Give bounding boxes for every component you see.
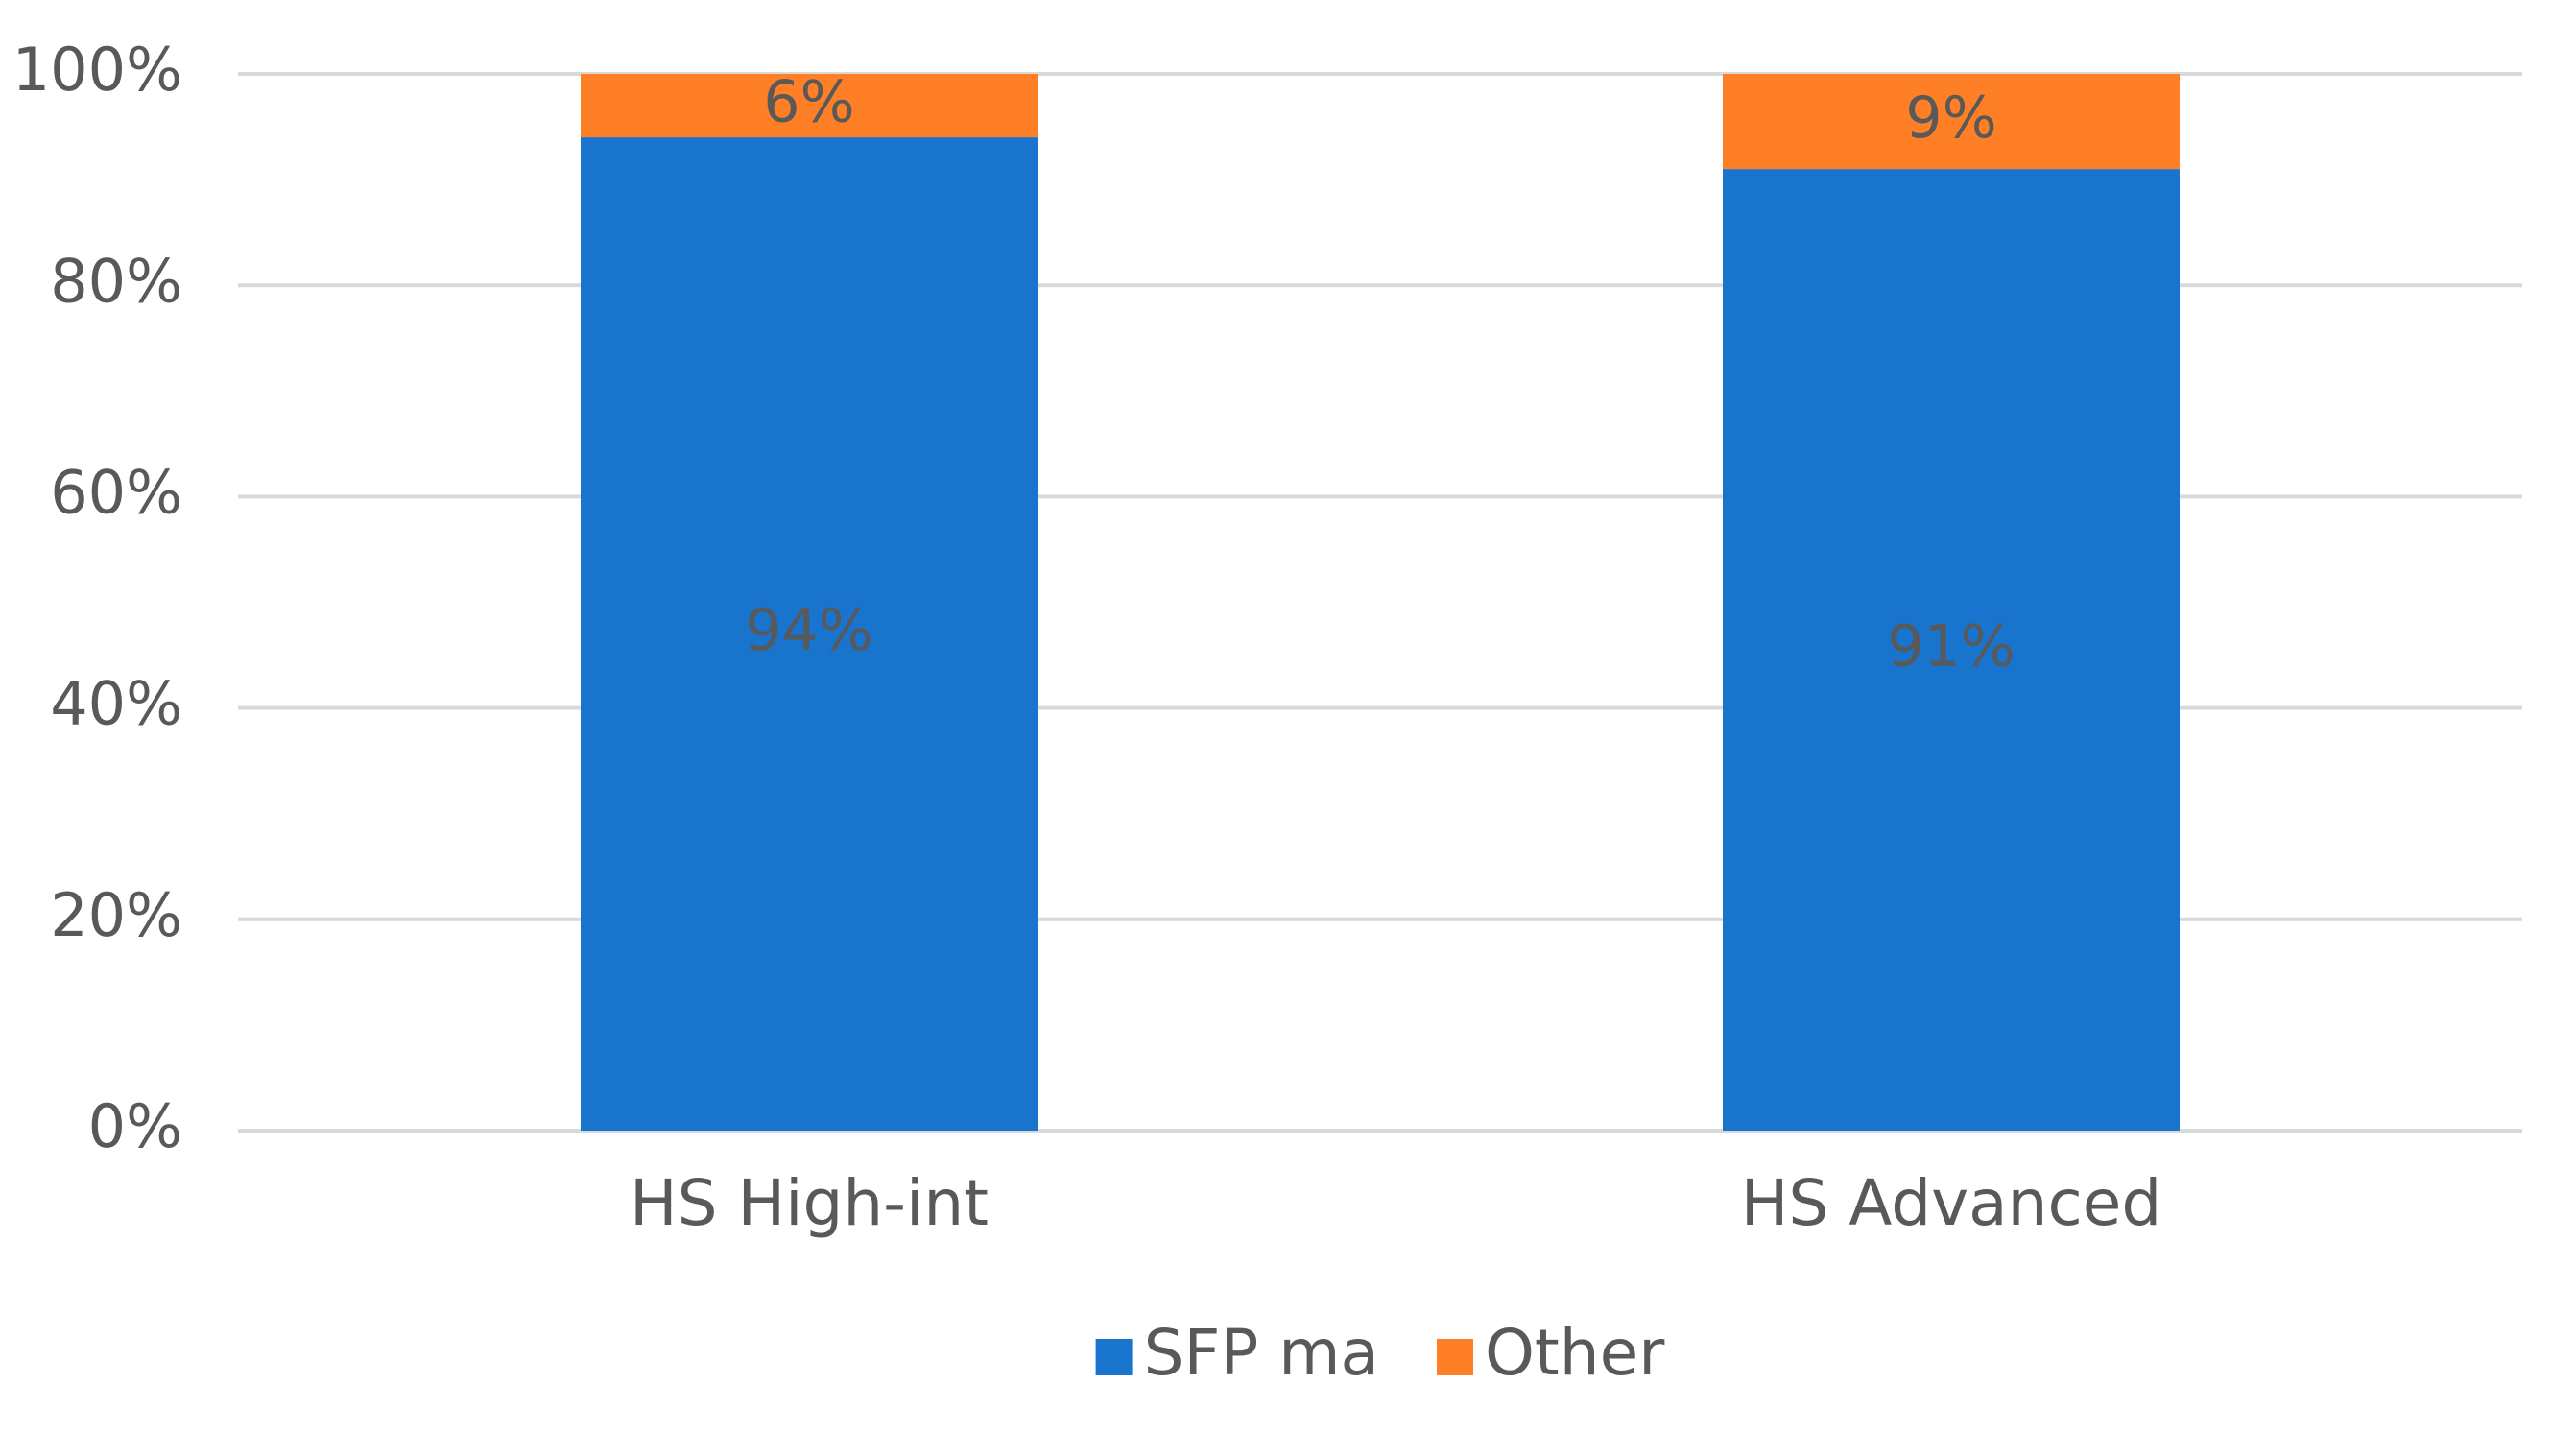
x-tick-label: HS Advanced — [1741, 1166, 2162, 1240]
legend-label: Other — [1485, 1316, 1665, 1390]
y-tick-label: 20% — [50, 880, 182, 950]
x-tick-label: HS High-int — [630, 1166, 989, 1240]
y-tick-label: 80% — [50, 246, 182, 316]
data-label: 9% — [1905, 84, 1996, 152]
legend-swatch — [1095, 1339, 1133, 1375]
legend-label: SFP ma — [1144, 1316, 1379, 1390]
data-label: 91% — [1887, 613, 2015, 681]
y-tick-label: 60% — [50, 457, 182, 527]
bar-segment — [581, 74, 1038, 138]
bar-segment — [1723, 169, 2180, 1132]
data-label: 6% — [763, 69, 854, 136]
bar-segment — [1723, 74, 2180, 170]
y-tick-label: 100% — [12, 35, 182, 105]
legend-swatch — [1436, 1339, 1473, 1375]
bar-segment — [581, 137, 1038, 1131]
y-tick-label: 0% — [88, 1091, 182, 1161]
y-tick-label: 40% — [50, 669, 182, 739]
data-label: 94% — [745, 597, 872, 664]
